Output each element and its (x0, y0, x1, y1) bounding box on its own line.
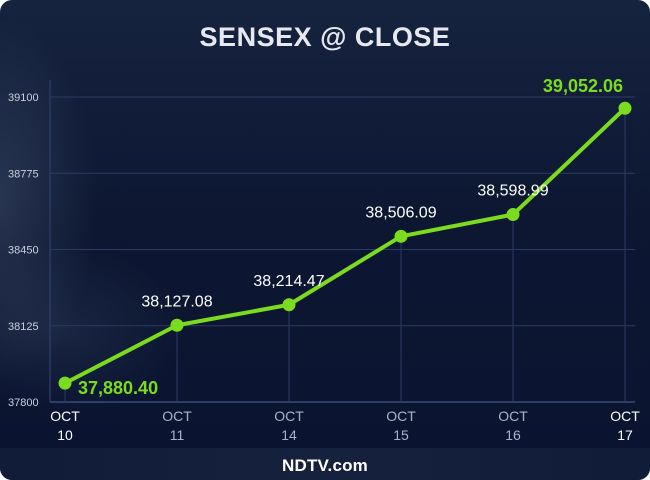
x-tick-label-month: OCT (50, 408, 80, 424)
y-tick-label: 37800 (8, 397, 39, 409)
x-tick-label-month: OCT (498, 408, 528, 424)
data-label: 38,214.47 (253, 273, 324, 290)
data-point (394, 229, 408, 243)
x-tick-label-month: OCT (386, 408, 416, 424)
x-tick-label-day: 17 (617, 427, 633, 443)
x-tick-label-day: 16 (505, 427, 521, 443)
data-label: 38,506.09 (365, 204, 436, 221)
x-tick-label-day: 11 (170, 427, 185, 443)
brand-logo: NDTV.com (282, 456, 368, 475)
data-point (282, 298, 296, 312)
data-label: 38,598.99 (477, 183, 548, 200)
x-tick-label-day: 15 (393, 427, 409, 443)
data-point (506, 208, 520, 222)
x-tick-label-month: OCT (610, 408, 640, 424)
footer-bar (0, 448, 650, 480)
y-tick-label: 38450 (8, 245, 39, 257)
data-point (618, 101, 632, 115)
data-label: 37,880.40 (78, 378, 158, 398)
data-point (170, 318, 184, 332)
x-tick-label-month: OCT (162, 408, 192, 424)
line-chart: 37800 38125 38450 38775 39100 37,880.40 38,127… (8, 76, 640, 443)
x-tick-label-day: 10 (57, 427, 73, 443)
y-tick-label: 38125 (8, 321, 39, 333)
y-tick-label: 39100 (8, 92, 39, 104)
data-label: 38,127.08 (141, 293, 212, 310)
x-tick-label-day: 14 (281, 427, 297, 443)
data-label: 39,052.06 (543, 76, 623, 96)
y-tick-label: 38775 (8, 168, 39, 180)
data-point (58, 376, 72, 390)
chart-title: SENSEX @ CLOSE (199, 22, 451, 52)
x-tick-label-month: OCT (274, 408, 304, 424)
series-line (63, 106, 627, 386)
